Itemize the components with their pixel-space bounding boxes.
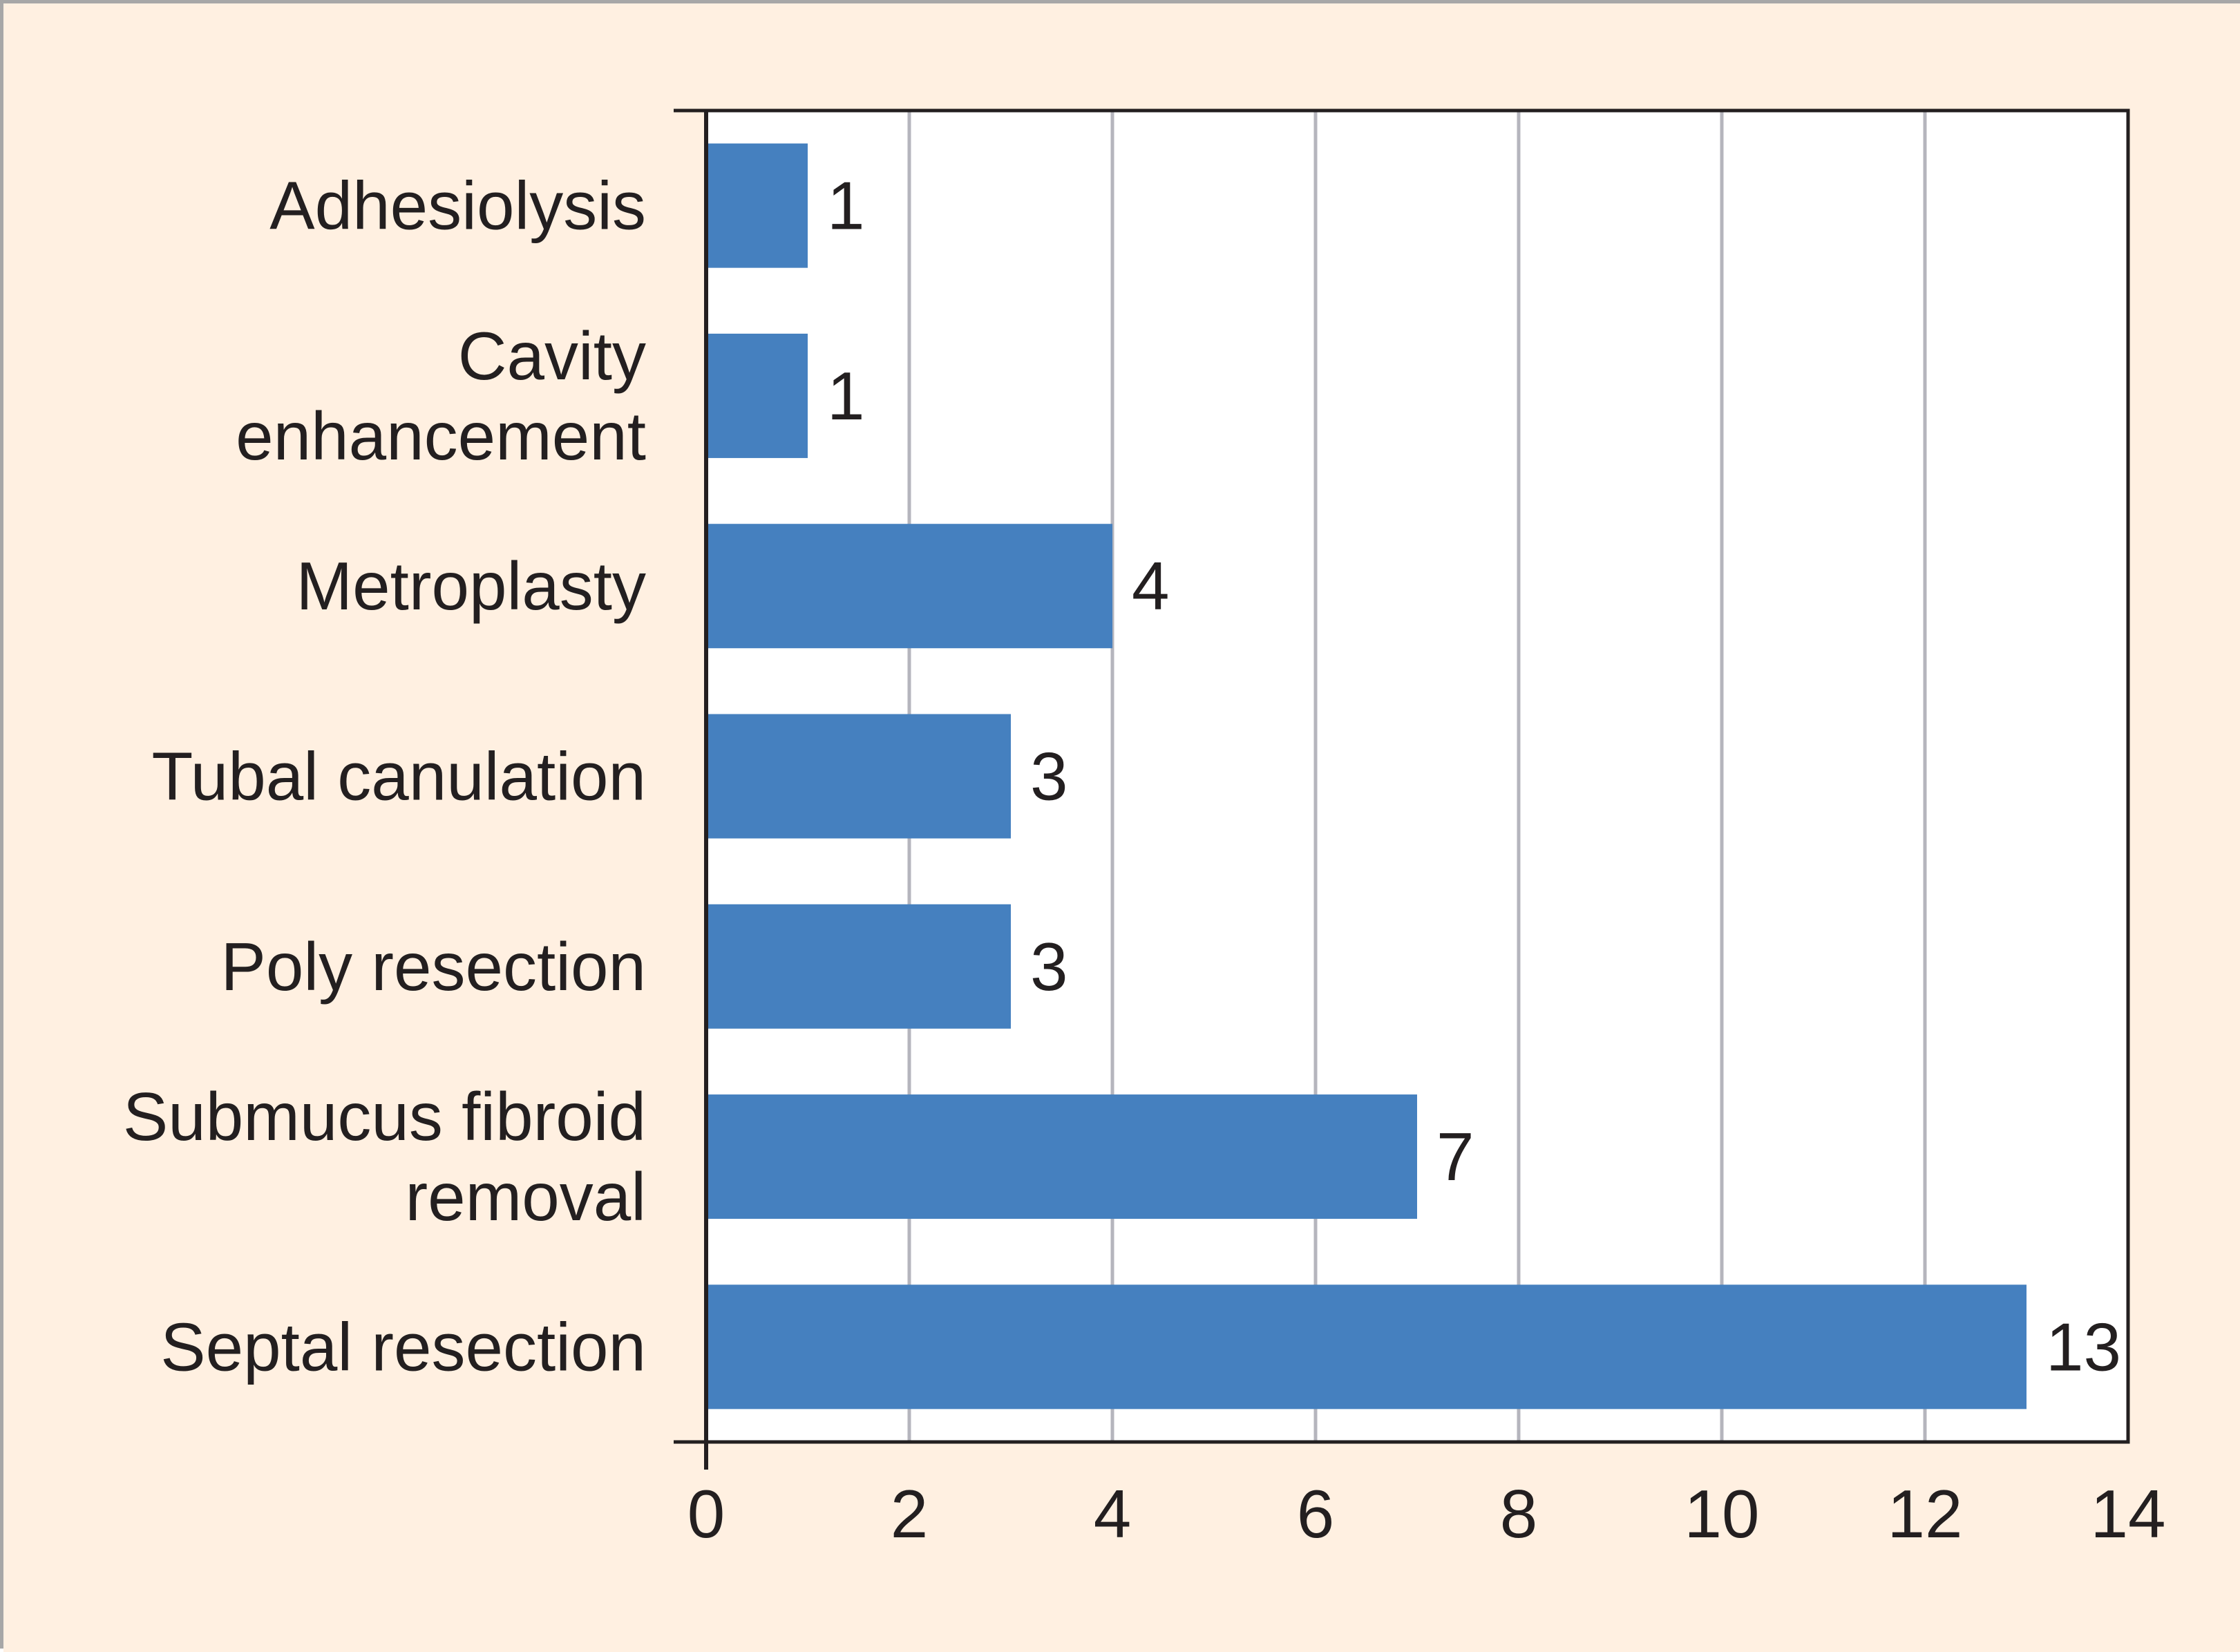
category-label: Metroplasty: [296, 548, 646, 624]
bar: [706, 904, 1011, 1029]
x-tick-label: 0: [687, 1476, 725, 1552]
category-label: Submucus fibroid removal: [123, 1079, 646, 1235]
bar: [706, 1094, 1417, 1219]
category-label: Tubal canulation: [151, 739, 646, 815]
bar: [706, 714, 1011, 839]
category-label: Poly resection: [220, 929, 646, 1005]
x-tick-label: 12: [1887, 1476, 1962, 1552]
data-label: 4: [1132, 548, 1170, 624]
x-tick-label: 2: [891, 1476, 929, 1552]
category-label: Adhesiolysis: [269, 168, 646, 244]
data-labels: 1 1 4 3 3 7 13: [827, 168, 2121, 1385]
x-tick-label: 4: [1094, 1476, 1132, 1552]
bar: [706, 143, 808, 268]
data-label: 3: [1030, 929, 1068, 1005]
category-labels: Adhesiolysis Cavity enhancement Metroplasty…: [123, 168, 646, 1385]
data-label: 3: [1030, 739, 1068, 815]
x-tick-label: 10: [1684, 1476, 1759, 1552]
data-label: 7: [1436, 1119, 1474, 1195]
data-label: 13: [2046, 1309, 2121, 1385]
bar: [706, 333, 808, 458]
x-tick-labels: 0 2 4 6 8 10 12 14: [687, 1476, 2166, 1552]
category-label: Septal resection: [160, 1309, 646, 1385]
data-label: 1: [827, 168, 865, 244]
category-label: Cavity enhancement: [236, 318, 646, 474]
bars: [706, 143, 2027, 1409]
axes: [674, 108, 2130, 1470]
data-label: 1: [827, 358, 865, 434]
bar: [706, 1284, 2027, 1409]
x-tick-label: 6: [1297, 1476, 1335, 1552]
x-tick-label: 14: [2090, 1476, 2165, 1552]
x-tick-label: 8: [1500, 1476, 1538, 1552]
bar: [706, 524, 1112, 649]
